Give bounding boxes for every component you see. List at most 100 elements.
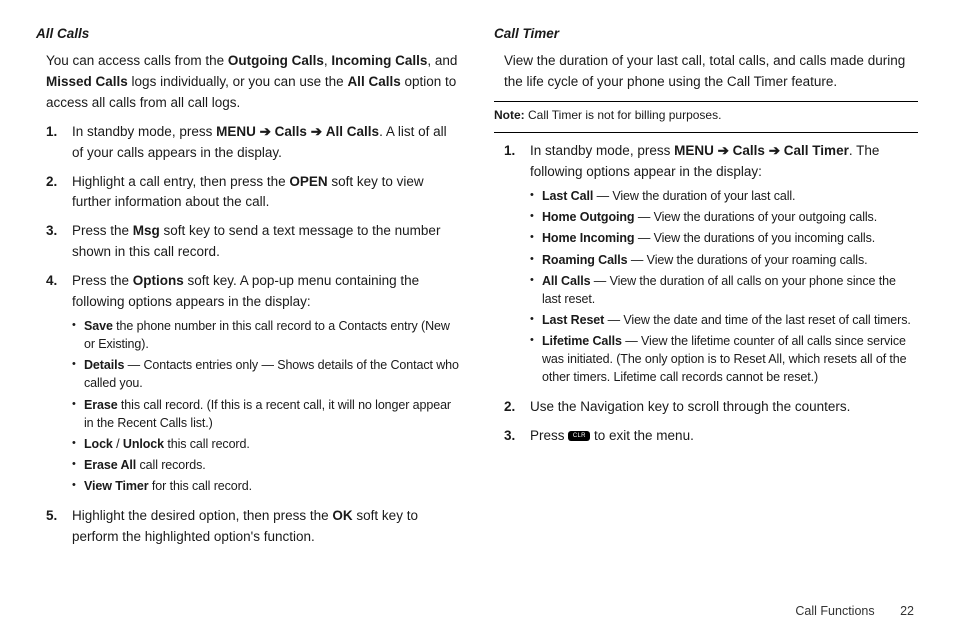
step-3: 3. Press to exit the menu. [504,426,918,447]
bold: Home Incoming [542,231,634,245]
bullet-text: Save the phone number in this call recor… [84,317,460,353]
bullet-icon: • [72,317,84,353]
bold: Unlock [123,437,164,451]
bullet-text: View Timer for this call record. [84,477,460,495]
step-number: 2. [46,172,72,214]
bullet-icon: • [530,251,542,269]
step4-bullets: •Save the phone number in this call reco… [72,317,460,495]
bold: Roaming Calls [542,253,628,267]
bold: Details [84,358,124,372]
note: Note: Call Timer is not for billing purp… [494,106,918,125]
step-body: Use the Navigation key to scroll through… [530,397,918,418]
arrow-icon: ➔ [718,143,729,158]
bold: Options [133,273,184,288]
step-number: 4. [46,271,72,498]
text: this call record. (If this is a recent c… [84,398,451,430]
step-3: 3. Press the Msg soft key to send a text… [46,221,460,263]
text: , and [427,53,457,68]
text: — Contacts entries only — Shows details … [84,358,459,390]
step-body: Press the Msg soft key to send a text me… [72,221,460,263]
step-2: 2. Highlight a call entry, then press th… [46,172,460,214]
bullet-icon: • [530,229,542,247]
step-body: Press the Options soft key. A pop-up men… [72,271,460,498]
bold: Home Outgoing [542,210,634,224]
bullet-icon: • [72,477,84,495]
bold: Lock [84,437,113,451]
bold: Msg [133,223,160,238]
bullet: •Lock / Unlock this call record. [72,435,460,453]
step-2: 2. Use the Navigation key to scroll thro… [504,397,918,418]
page-number: 22 [900,604,914,618]
bullet-text: Roaming Calls — View the durations of yo… [542,251,918,269]
bold: Erase [84,398,118,412]
step-number: 3. [46,221,72,263]
bold: Incoming Calls [331,53,427,68]
right-steps: 1. In standby mode, press MENU ➔ Calls ➔… [504,141,918,447]
bullet-icon: • [530,272,542,308]
step-body: In standby mode, press MENU ➔ Calls ➔ Ca… [530,141,918,389]
page-footer: Call Functions 22 [36,604,918,618]
right-intro: View the duration of your last call, tot… [504,51,918,93]
text: to exit the menu. [590,428,694,443]
bullet: •Last Reset — View the date and time of … [530,311,918,329]
bullet-icon: • [530,187,542,205]
text: for this call record. [149,479,252,493]
step-4: 4. Press the Options soft key. A pop-up … [46,271,460,498]
bold: Last Reset [542,313,604,327]
right-heading: Call Timer [494,24,918,45]
text: / [113,437,123,451]
text: You can access calls from the [46,53,228,68]
divider [494,132,918,133]
section-name: Call Functions [795,604,874,618]
bullet: •Roaming Calls — View the durations of y… [530,251,918,269]
bullet-icon: • [72,356,84,392]
bullet: •Home Incoming — View the durations of y… [530,229,918,247]
bullet-icon: • [72,456,84,474]
step1-bullets: •Last Call — View the duration of your l… [530,187,918,386]
bullet-text: Lock / Unlock this call record. [84,435,460,453]
bullet-icon: • [530,208,542,226]
bold: Erase All [84,458,136,472]
text: the phone number in this call record to … [84,319,450,351]
bold: View Timer [84,479,149,493]
left-intro: You can access calls from the Outgoing C… [46,51,460,114]
bullet-text: Home Incoming — View the durations of yo… [542,229,918,247]
right-column: Call Timer View the duration of your las… [494,24,918,596]
bold: Calls [275,124,307,139]
step-body: In standby mode, press MENU ➔ Calls ➔ Al… [72,122,460,164]
bullet-icon: • [72,435,84,453]
clr-key-icon [568,431,590,441]
left-column: All Calls You can access calls from the … [36,24,460,596]
bullet-icon: • [72,396,84,432]
text: — View the duration of your last call. [593,189,795,203]
bullet: •Home Outgoing — View the durations of y… [530,208,918,226]
bullet-text: Details — Contacts entries only — Shows … [84,356,460,392]
bold: MENU [674,143,714,158]
note-text: Call Timer is not for billing purposes. [525,108,722,122]
bold: Call Timer [784,143,849,158]
text: — View the durations of your outgoing ca… [634,210,877,224]
bullet-text: Erase All call records. [84,456,460,474]
divider [494,101,918,102]
step-number: 3. [504,426,530,447]
arrow-icon: ➔ [260,124,271,139]
step-number: 2. [504,397,530,418]
bullet: •All Calls — View the duration of all ca… [530,272,918,308]
bold: Lifetime Calls [542,334,622,348]
text: Highlight the desired option, then press… [72,508,332,523]
text: — View the durations of your roaming cal… [628,253,868,267]
text: Highlight a call entry, then press the [72,174,289,189]
arrow-icon: ➔ [769,143,780,158]
two-column-layout: All Calls You can access calls from the … [36,24,918,596]
bullet: •Erase this call record. (If this is a r… [72,396,460,432]
bold: MENU [216,124,256,139]
step-1: 1. In standby mode, press MENU ➔ Calls ➔… [46,122,460,164]
text: In standby mode, press [530,143,674,158]
bold: Calls [733,143,765,158]
bullet: •Details — Contacts entries only — Shows… [72,356,460,392]
bullet: •Last Call — View the duration of your l… [530,187,918,205]
bold: All Calls [326,124,379,139]
step-number: 1. [46,122,72,164]
text: — View the durations of you incoming cal… [634,231,875,245]
bullet-text: Last Call — View the duration of your la… [542,187,918,205]
